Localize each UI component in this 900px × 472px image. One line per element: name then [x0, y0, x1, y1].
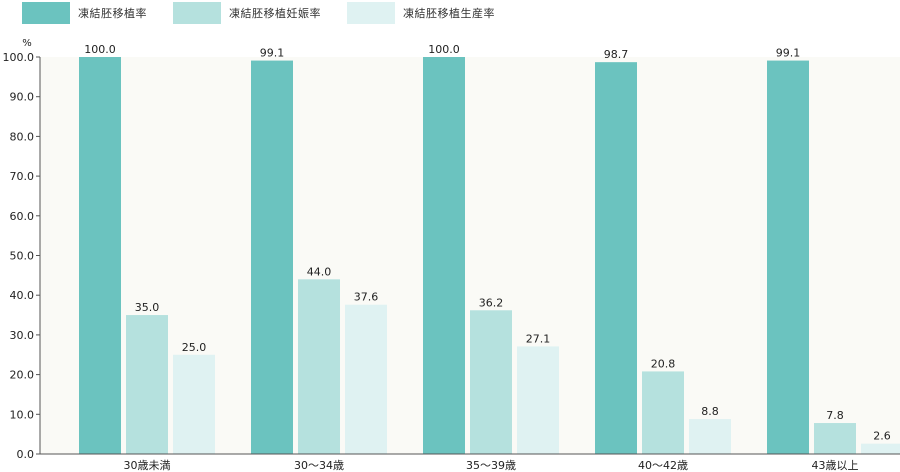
y-tick-label: 100.0	[3, 51, 35, 64]
bar-value-label: 99.1	[260, 47, 285, 60]
bar	[79, 57, 121, 454]
bar-value-label: 27.1	[526, 332, 551, 345]
bar	[767, 60, 809, 454]
legend-item-transfer-rate: 凍結胚移植率	[22, 2, 147, 24]
bar-value-label: 25.0	[182, 341, 207, 354]
bar	[689, 419, 731, 454]
bar	[642, 371, 684, 454]
bar	[298, 279, 340, 454]
legend-swatch	[173, 2, 221, 24]
bar-value-label: 44.0	[307, 265, 332, 278]
legend-swatch	[22, 2, 70, 24]
bar	[423, 57, 465, 454]
bar-value-label: 100.0	[84, 43, 116, 56]
legend-item-pregnancy-rate: 凍結胚移植妊娠率	[173, 2, 321, 24]
bar	[345, 304, 387, 454]
chart-legend: 凍結胚移植率 凍結胚移植妊娠率 凍結胚移植生産率	[22, 1, 521, 25]
y-tick-label: 80.0	[10, 130, 35, 143]
y-tick-label: 20.0	[10, 369, 35, 382]
bar-value-label: 2.6	[873, 430, 891, 443]
legend-label: 凍結胚移植妊娠率	[229, 7, 321, 20]
y-tick-label: 70.0	[10, 170, 35, 183]
legend-item-live-birth-rate: 凍結胚移植生産率	[347, 2, 495, 24]
bar-value-label: 8.8	[701, 405, 719, 418]
x-category-label: 35～39歳	[466, 459, 516, 472]
legend-swatch	[347, 2, 395, 24]
y-tick-label: 0.0	[17, 448, 35, 461]
bar	[251, 60, 293, 454]
bar-value-label: 35.0	[135, 301, 160, 314]
bar-value-label: 7.8	[826, 409, 844, 422]
legend-label: 凍結胚移植生産率	[403, 7, 495, 20]
bar	[595, 62, 637, 454]
bar	[861, 443, 900, 454]
bar	[814, 423, 856, 454]
bar	[126, 315, 168, 454]
bar	[470, 310, 512, 454]
y-axis-unit-label: %	[22, 38, 32, 49]
x-category-label: 43歳以上	[812, 459, 859, 472]
x-category-label: 30～34歳	[294, 459, 344, 472]
bar-value-label: 100.0	[428, 43, 460, 56]
bar-value-label: 20.8	[651, 357, 676, 370]
bar	[517, 346, 559, 454]
y-tick-label: 10.0	[10, 408, 35, 421]
bar-value-label: 36.2	[479, 296, 504, 309]
y-tick-label: 40.0	[10, 289, 35, 302]
y-tick-label: 60.0	[10, 210, 35, 223]
y-tick-label: 30.0	[10, 329, 35, 342]
x-category-label: 40～42歳	[638, 459, 688, 472]
x-category-label: 30歳未満	[124, 459, 171, 472]
y-tick-label: 50.0	[10, 250, 35, 263]
bar-value-label: 99.1	[776, 47, 801, 60]
legend-label: 凍結胚移植率	[78, 7, 147, 20]
bar	[173, 354, 215, 454]
bar-value-label: 98.7	[604, 48, 629, 61]
bar-value-label: 37.6	[354, 291, 379, 304]
y-tick-label: 90.0	[10, 91, 35, 104]
